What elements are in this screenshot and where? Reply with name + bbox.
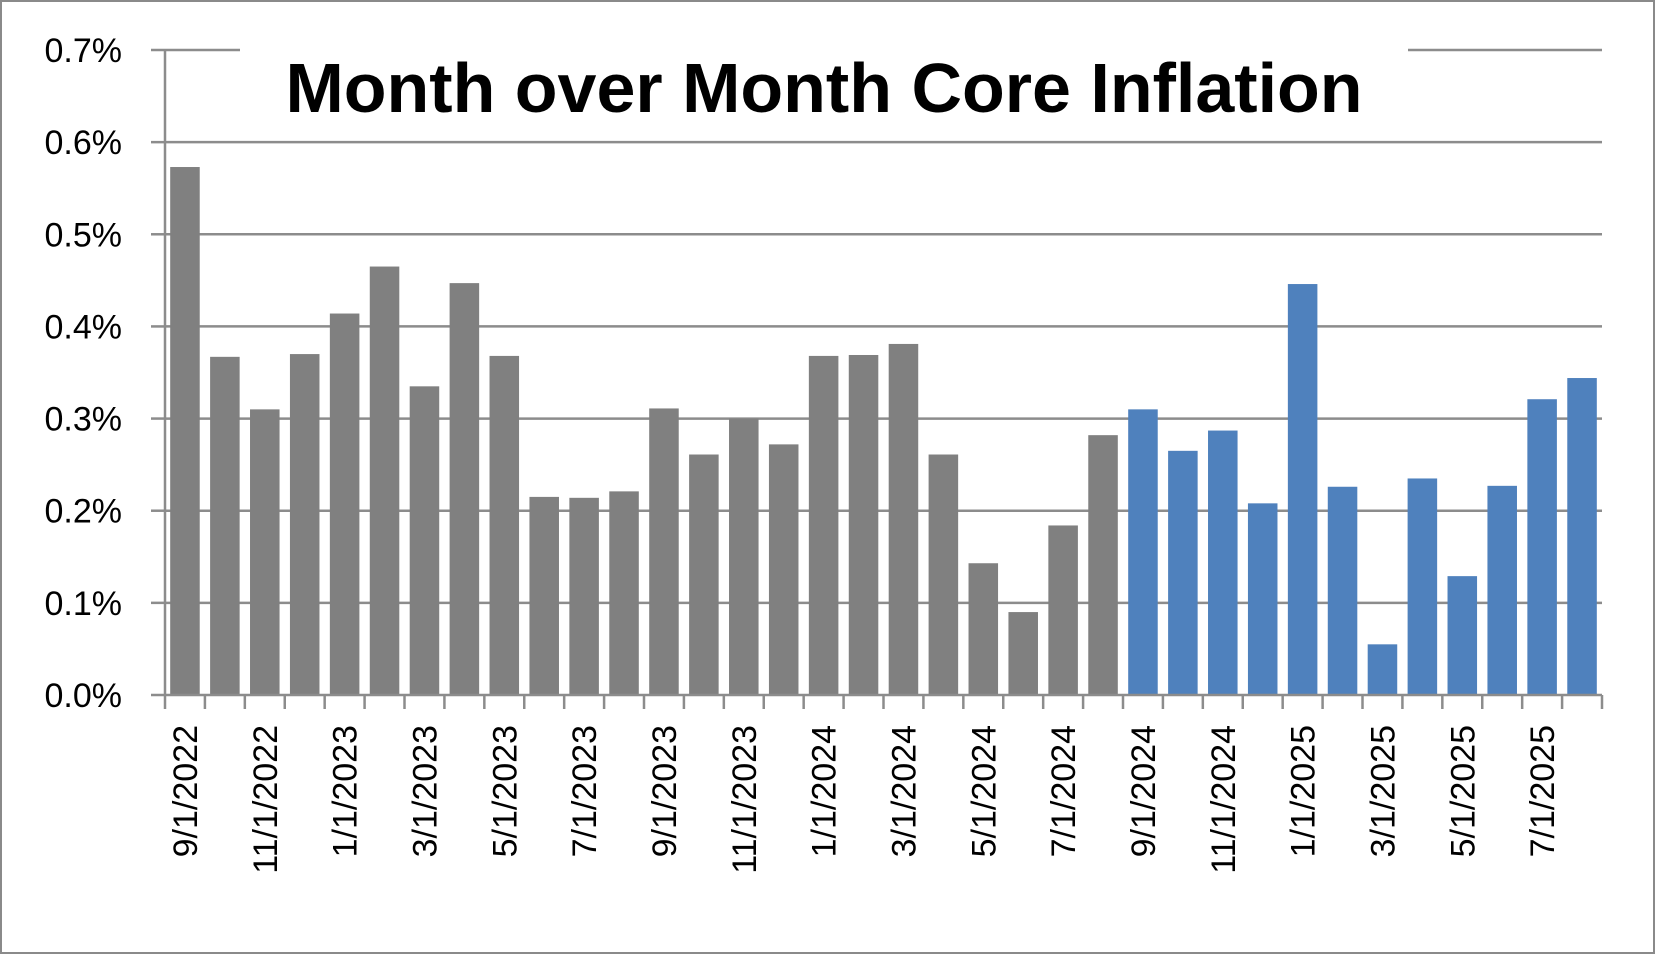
bar-6-1-2023: [529, 496, 559, 695]
bar-7-1-2023: [569, 497, 599, 695]
bar-8-1-2025: [1567, 378, 1597, 695]
bar-1-1-2024: [808, 355, 839, 695]
y-tick-label: 0.7%: [45, 32, 123, 70]
bar-5-1-2025: [1447, 576, 1478, 695]
x-tick-label: 11/1/2023: [726, 725, 764, 874]
bar-4-1-2023: [449, 283, 480, 695]
y-tick-label: 0.4%: [45, 308, 123, 346]
bar-12-1-2023: [768, 444, 799, 695]
x-tick-label: 5/1/2023: [486, 725, 524, 857]
y-tick-label: 0.6%: [45, 124, 123, 162]
bar-11-1-2022: [250, 409, 280, 695]
bar-10-1-2022: [210, 356, 240, 695]
bar-10-1-2023: [689, 454, 719, 695]
chart-title: Month over Month Core Inflation: [285, 49, 1362, 127]
bar-3-1-2024: [888, 343, 919, 695]
x-tick-label: 9/1/2024: [1125, 725, 1163, 857]
x-tick-labels: 9/1/2022 11/1/2022 1/1/2023 3/1/2023 5/1/202…: [167, 725, 1562, 874]
bar-2-1-2024: [848, 354, 879, 695]
bar-12-1-2024: [1247, 503, 1278, 695]
x-tick-label: 3/1/2024: [885, 725, 923, 857]
x-tick-label: 9/1/2023: [646, 725, 684, 857]
bar-1-1-2023: [329, 313, 360, 695]
x-tick-label: 1/1/2024: [806, 725, 844, 857]
axes: [151, 48, 1604, 709]
bar-8-1-2023: [609, 491, 639, 695]
bar-2-1-2023: [369, 266, 400, 695]
x-tick-label: 1/1/2023: [327, 725, 365, 857]
bar-9-1-2023: [649, 408, 679, 695]
y-tick-label: 0.2%: [45, 493, 123, 531]
x-tick-label: 5/1/2024: [965, 725, 1003, 857]
x-tick-label: 3/1/2025: [1364, 725, 1402, 857]
x-tick-label: 7/1/2024: [1045, 725, 1083, 857]
bar-9-1-2024: [1128, 409, 1158, 695]
bar-3-1-2025: [1367, 644, 1398, 695]
bar-11-1-2023: [729, 418, 759, 695]
bar-11-1-2024: [1208, 430, 1238, 695]
y-tick-label: 0.0%: [45, 677, 123, 715]
bar-5-1-2023: [489, 355, 520, 695]
bar-4-1-2024: [928, 454, 959, 695]
x-tick-label: 1/1/2025: [1285, 725, 1323, 857]
bar-7-1-2024: [1048, 525, 1078, 695]
y-tick-label: 0.1%: [45, 585, 123, 623]
x-tick-label: 11/1/2024: [1205, 725, 1243, 874]
bar-1-1-2025: [1287, 284, 1318, 695]
bar-8-1-2024: [1088, 435, 1118, 695]
x-tick-label: 7/1/2025: [1524, 725, 1562, 857]
x-tick-label: 3/1/2023: [406, 725, 444, 857]
title-background: [240, 28, 1408, 136]
bar-2-1-2025: [1327, 486, 1358, 695]
bar-5-1-2024: [968, 563, 999, 695]
x-tick-label: 5/1/2025: [1444, 725, 1482, 857]
x-tick-label: 9/1/2022: [167, 725, 205, 857]
bar-7-1-2025: [1527, 399, 1557, 695]
bars: [170, 167, 1597, 695]
bar-4-1-2025: [1407, 478, 1438, 695]
x-tick-label: 11/1/2022: [247, 725, 285, 874]
bar-6-1-2024: [1008, 612, 1038, 695]
bar-12-1-2022: [289, 354, 320, 695]
bar-9-1-2022: [170, 167, 200, 695]
x-tick-label: 7/1/2023: [566, 725, 604, 857]
bar-10-1-2024: [1168, 450, 1198, 695]
bar-3-1-2023: [409, 386, 440, 695]
y-tick-label: 0.5%: [45, 216, 123, 254]
y-tick-label: 0.3%: [45, 401, 123, 439]
y-tick-labels: 0.0% 0.1% 0.2% 0.3% 0.4% 0.5% 0.6% 0.7%: [45, 32, 123, 715]
bar-6-1-2025: [1487, 485, 1517, 695]
